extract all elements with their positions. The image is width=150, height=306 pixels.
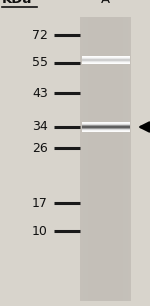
- Bar: [93, 17, 94, 301]
- Text: 17: 17: [32, 197, 48, 210]
- Bar: [82, 17, 83, 301]
- Bar: [84, 17, 85, 301]
- Bar: [82, 62, 129, 63]
- Bar: [114, 17, 116, 301]
- Bar: [82, 58, 129, 59]
- Bar: [124, 17, 126, 301]
- Bar: [94, 17, 95, 301]
- Bar: [92, 17, 93, 301]
- Bar: [81, 17, 82, 301]
- Bar: [98, 17, 99, 301]
- Bar: [108, 17, 109, 301]
- Bar: [100, 17, 101, 301]
- Bar: [88, 17, 89, 301]
- Bar: [109, 17, 110, 301]
- Text: 26: 26: [32, 142, 48, 155]
- Bar: [102, 17, 103, 301]
- Bar: [105, 17, 106, 301]
- Bar: [85, 17, 86, 301]
- Bar: [104, 17, 105, 301]
- Text: KDa: KDa: [2, 0, 32, 6]
- Bar: [120, 17, 122, 301]
- Bar: [122, 17, 123, 301]
- Bar: [82, 59, 129, 60]
- Bar: [82, 61, 129, 62]
- Bar: [82, 59, 129, 60]
- Bar: [90, 17, 91, 301]
- Text: A: A: [100, 0, 109, 6]
- Bar: [96, 17, 97, 301]
- Bar: [119, 17, 120, 301]
- Text: 34: 34: [32, 121, 48, 133]
- Bar: [128, 17, 129, 301]
- Bar: [111, 17, 112, 301]
- Bar: [82, 62, 129, 63]
- Bar: [86, 17, 87, 301]
- Bar: [95, 17, 96, 301]
- Bar: [113, 17, 114, 301]
- Bar: [87, 17, 88, 301]
- Bar: [106, 17, 107, 301]
- Bar: [89, 17, 90, 301]
- Bar: [110, 17, 111, 301]
- Bar: [82, 60, 129, 61]
- Bar: [83, 17, 84, 301]
- Bar: [126, 17, 127, 301]
- Text: 10: 10: [32, 225, 48, 237]
- Text: 72: 72: [32, 29, 48, 42]
- Bar: [103, 17, 104, 301]
- Bar: [112, 17, 113, 301]
- Bar: [91, 17, 92, 301]
- Bar: [117, 17, 118, 301]
- Bar: [129, 17, 130, 301]
- Text: 55: 55: [32, 56, 48, 69]
- Bar: [116, 17, 117, 301]
- Text: 43: 43: [32, 87, 48, 100]
- Bar: [80, 17, 130, 301]
- Bar: [82, 61, 129, 62]
- Bar: [118, 17, 119, 301]
- Bar: [80, 17, 81, 301]
- Bar: [97, 17, 98, 301]
- Bar: [107, 17, 108, 301]
- Bar: [101, 17, 102, 301]
- Bar: [99, 17, 100, 301]
- Bar: [82, 60, 129, 61]
- Bar: [123, 17, 124, 301]
